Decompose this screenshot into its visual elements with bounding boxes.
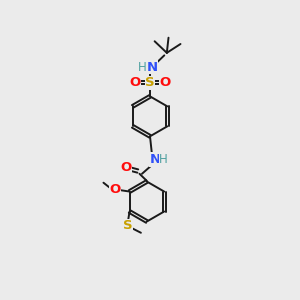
Text: N: N xyxy=(149,153,161,166)
Text: H: H xyxy=(159,153,168,166)
Text: N: N xyxy=(146,61,158,74)
Text: O: O xyxy=(120,161,131,174)
Text: O: O xyxy=(109,182,120,196)
Text: O: O xyxy=(129,76,140,89)
Text: O: O xyxy=(160,76,171,89)
Text: S: S xyxy=(145,76,155,89)
Text: S: S xyxy=(123,219,132,232)
Text: H: H xyxy=(138,61,146,74)
